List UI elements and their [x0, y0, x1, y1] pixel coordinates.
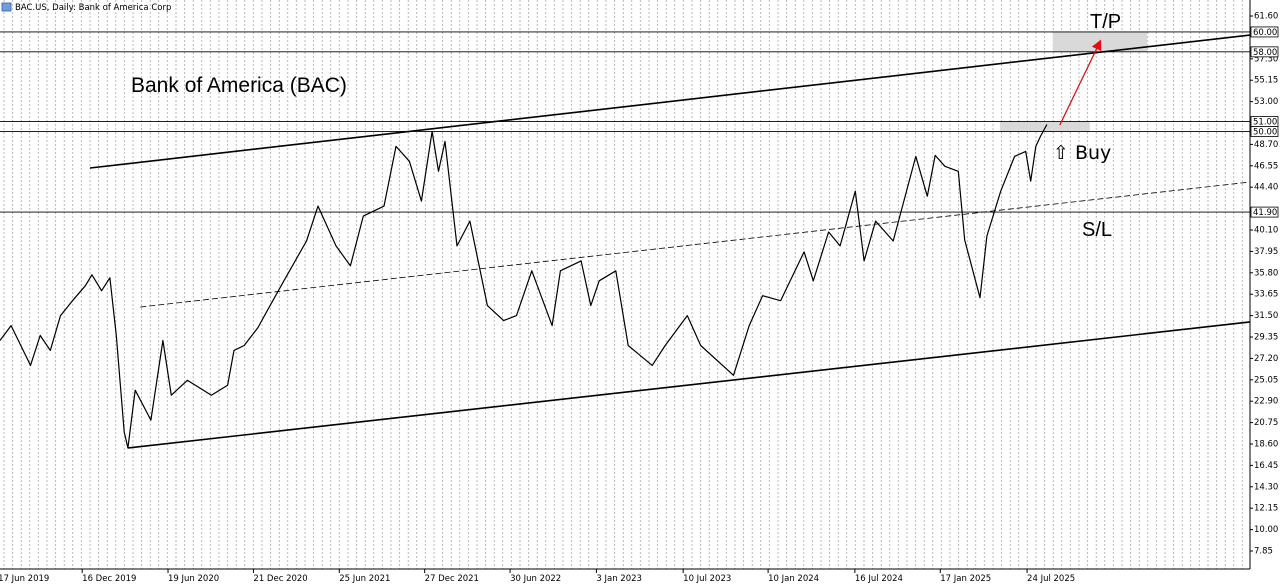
y-tick-label: 25.05: [1254, 375, 1278, 385]
level-label: 58.00: [1253, 48, 1277, 58]
price-line: [0, 124, 1048, 449]
x-tick-label: 17 Jan 2025: [940, 574, 991, 584]
level-label: 60.00: [1253, 28, 1277, 38]
y-tick-label: 20.75: [1254, 418, 1278, 428]
y-tick-label: 44.40: [1254, 183, 1278, 193]
y-tick-label: 33.65: [1254, 290, 1278, 300]
plot-background: [0, 0, 1250, 569]
y-tick-label: 53.00: [1254, 97, 1278, 107]
x-tick-label: 10 Jul 2023: [683, 574, 731, 584]
y-tick-label: 7.85: [1254, 546, 1273, 556]
y-tick-label: 12.15: [1254, 504, 1278, 514]
x-tick-label: 30 Jun 2022: [510, 574, 561, 584]
level-label: 50.00: [1253, 127, 1277, 137]
level-label-box: [1250, 46, 1279, 58]
y-tick-label: 22.90: [1254, 397, 1278, 407]
target-arrow: [1059, 39, 1102, 126]
y-tick-label: 61.60: [1254, 12, 1278, 22]
level-label-box: [1250, 26, 1279, 38]
level-label-box: [1250, 206, 1279, 218]
x-tick-label: 3 Jan 2023: [596, 574, 642, 584]
annotation-buy: ⇧ Buy: [1053, 142, 1111, 164]
x-tick-label: 16 Dec 2019: [82, 574, 136, 584]
y-tick-label: 55.15: [1254, 76, 1278, 86]
y-tick-label: 48.70: [1254, 140, 1278, 150]
x-tick-label: 17 Jun 2019: [0, 574, 49, 584]
x-tick-label: 19 Jun 2020: [168, 574, 219, 584]
y-tick-label: 35.80: [1254, 268, 1278, 278]
annotation-sl: S/L: [1082, 219, 1112, 241]
y-tick-label: 14.30: [1254, 482, 1278, 492]
level-label-box: [1250, 126, 1279, 137]
y-tick-label: 40.10: [1254, 226, 1278, 236]
y-tick-label: 57.30: [1254, 54, 1278, 64]
x-tick-label: 10 Jan 2024: [768, 574, 819, 584]
annotation-tp: T/P: [1090, 11, 1121, 33]
y-tick-label: 31.50: [1254, 311, 1278, 321]
chart-icon: [1, 2, 12, 12]
y-tick-label: 37.95: [1254, 247, 1278, 257]
zone: [999, 121, 1090, 132]
x-tick-label: 16 Jul 2024: [855, 574, 903, 584]
trendline: [89, 34, 1251, 169]
x-tick-label: 25 Jun 2021: [339, 574, 390, 584]
y-tick-label: 27.20: [1254, 354, 1278, 364]
x-tick-label: 27 Dec 2021: [425, 574, 479, 584]
trendline: [128, 321, 1251, 449]
level-label: 51.00: [1253, 118, 1277, 128]
y-tick-label: 10.00: [1254, 525, 1278, 535]
chart-title: Bank of America (BAC): [131, 74, 347, 97]
y-tick-label: 29.35: [1254, 333, 1278, 343]
x-tick-label: 21 Dec 2020: [253, 574, 307, 584]
trendline: [140, 181, 1251, 308]
level-label: 41.90: [1253, 208, 1277, 218]
y-tick-label: 16.45: [1254, 461, 1278, 471]
x-tick-label: 24 Jul 2025: [1027, 574, 1075, 584]
y-tick-label: 46.55: [1254, 161, 1278, 171]
chart-header: BAC.US, Daily: Bank of America Corp: [15, 3, 171, 13]
y-tick-label: 18.60: [1254, 439, 1278, 449]
